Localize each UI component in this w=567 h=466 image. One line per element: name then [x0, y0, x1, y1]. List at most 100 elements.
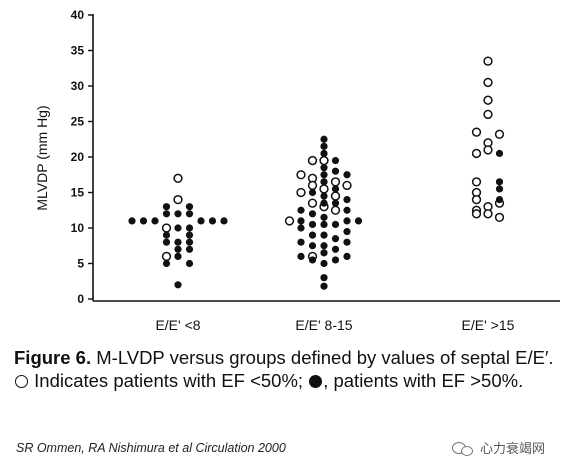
- filled-data-point: [354, 217, 363, 225]
- filled-data-point: [331, 256, 340, 264]
- filled-data-point: [320, 213, 328, 221]
- filled-data-point: [185, 238, 194, 246]
- filled-data-point: [320, 282, 328, 290]
- filled-data-point: [343, 217, 351, 225]
- category-label: E/E' >15: [462, 317, 515, 333]
- caption-text-2: Indicates patients with EF <50%;: [29, 370, 309, 391]
- y-tick-label: 30: [71, 79, 85, 93]
- open-data-point: [296, 187, 306, 198]
- open-data-point: [296, 170, 306, 180]
- open-data-point: [319, 184, 329, 194]
- filled-data-point: [308, 231, 317, 239]
- filled-data-point: [297, 217, 305, 225]
- filled-data-point: [162, 231, 171, 239]
- filled-data-point: [297, 206, 305, 214]
- filled-data-point: [185, 210, 194, 218]
- filled-data-point: [297, 238, 305, 246]
- filled-data-point: [495, 149, 504, 158]
- filled-data-point: [343, 206, 351, 214]
- open-data-point: [494, 212, 505, 223]
- y-tick-label: 5: [77, 257, 84, 271]
- watermark: 心力衰竭网: [452, 438, 545, 457]
- filled-data-point: [320, 242, 328, 250]
- figure-label: Figure 6.: [14, 347, 92, 368]
- y-tick-label: 15: [71, 186, 85, 200]
- open-data-point: [483, 95, 493, 105]
- filled-data-point: [185, 245, 194, 253]
- open-data-point: [330, 191, 341, 201]
- filled-data-point: [343, 196, 351, 204]
- filled-data-point: [174, 238, 182, 246]
- y-axis-title: MLVDP (mm Hg): [34, 105, 50, 210]
- filled-data-point: [162, 203, 171, 211]
- open-data-point: [483, 56, 493, 66]
- filled-data-point: [185, 259, 194, 268]
- open-data-point: [483, 145, 493, 155]
- category-label: E/E' <8: [155, 317, 200, 333]
- filled-data-point: [495, 178, 504, 186]
- open-data-point: [173, 173, 183, 183]
- watermark-text: 心力衰竭网: [480, 441, 546, 456]
- open-data-point: [342, 180, 352, 191]
- category-label: E/E' 8-15: [295, 317, 352, 333]
- filled-data-point: [331, 167, 340, 175]
- caption-text-1: M-LVDP versus groups defined by values o…: [91, 347, 554, 368]
- open-data-point: [483, 77, 493, 88]
- y-tick-label: 25: [71, 115, 85, 129]
- open-data-point: [471, 177, 482, 187]
- filled-data-point: [320, 149, 328, 158]
- wechat-icon: [452, 440, 474, 456]
- open-data-point: [471, 194, 482, 205]
- y-tick-label: 20: [71, 150, 85, 164]
- open-data-point: [307, 155, 318, 166]
- filled-data-point: [162, 210, 171, 218]
- filled-data-point: [139, 217, 148, 225]
- filled-data-point: [174, 224, 182, 232]
- filled-data-point: [331, 185, 340, 193]
- y-tick-label: 40: [71, 8, 85, 22]
- filled-data-point: [320, 192, 328, 200]
- open-data-point: [161, 223, 172, 233]
- open-data-point: [483, 209, 493, 219]
- open-data-point: [330, 177, 341, 187]
- filled-data-point: [208, 217, 217, 225]
- filled-data-point: [320, 199, 328, 207]
- filled-data-point: [308, 220, 317, 229]
- filled-data-point: [320, 231, 328, 239]
- open-data-point: [483, 109, 493, 120]
- filled-data-point: [343, 171, 351, 179]
- open-data-point: [494, 129, 505, 139]
- filled-data-point: [174, 245, 182, 253]
- open-data-point: [161, 251, 172, 262]
- filled-data-point: [308, 210, 317, 218]
- filled-data-point: [495, 196, 504, 204]
- filled-data-point: [308, 188, 317, 197]
- filled-data-point: [320, 142, 328, 150]
- filled-data-point: [320, 259, 328, 268]
- filled-data-point: [331, 156, 340, 165]
- filled-data-point: [174, 252, 182, 260]
- open-data-point: [319, 155, 329, 166]
- filled-data-point: [331, 235, 340, 243]
- filled-data-point: [331, 220, 340, 229]
- filled-data-point: [297, 224, 305, 232]
- filled-data-point: [343, 252, 351, 260]
- filled-data-point: [308, 256, 317, 264]
- open-data-point: [330, 205, 341, 215]
- citation: SR Ommen, RA Nishimura et al Circulation…: [16, 441, 286, 455]
- filled-data-point: [162, 238, 171, 246]
- filled-data-point: [320, 220, 328, 229]
- filled-data-point: [174, 281, 182, 289]
- filled-data-point: [331, 245, 340, 253]
- filled-data-point: [320, 274, 328, 282]
- open-data-point: [307, 198, 318, 208]
- filled-data-point: [320, 164, 328, 172]
- filled-data-point: [495, 185, 504, 193]
- filled-data-point: [320, 135, 328, 143]
- filled-data-point: [128, 217, 136, 225]
- filled-data-point: [308, 242, 317, 250]
- filled-data-point: [343, 227, 351, 236]
- filled-data-point: [297, 252, 305, 260]
- filled-data-point: [320, 249, 328, 257]
